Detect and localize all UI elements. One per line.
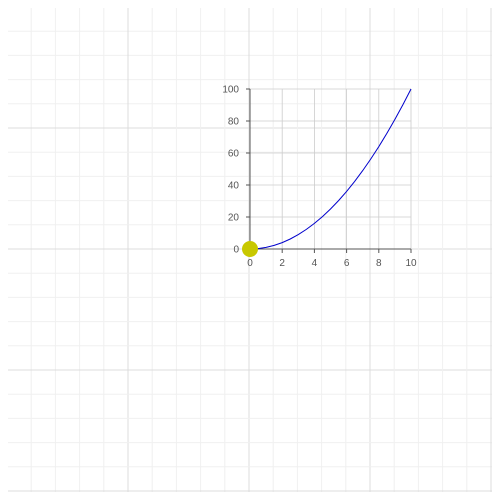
x-tick-label: 6 bbox=[344, 258, 350, 269]
x-tick-label: 8 bbox=[376, 258, 382, 269]
y-tick-label: 40 bbox=[228, 181, 240, 192]
draggable-point[interactable] bbox=[242, 241, 258, 257]
x-tick-label: 2 bbox=[279, 258, 285, 269]
y-tick-label: 80 bbox=[228, 117, 240, 128]
marker-group bbox=[242, 241, 258, 257]
x-axis-ticks: 0 2 4 6 8 10 bbox=[247, 249, 417, 269]
y-tick-label: 0 bbox=[233, 245, 239, 256]
y-tick-label: 60 bbox=[228, 149, 240, 160]
plot-area: 0 2 4 6 8 10 0 20 40 60 80 100 bbox=[222, 85, 417, 270]
x-tick-label: 0 bbox=[247, 258, 253, 269]
series-group bbox=[249, 88, 412, 250]
y-tick-label: 20 bbox=[228, 213, 240, 224]
y-axis-ticks: 0 20 40 60 80 100 bbox=[222, 85, 250, 256]
series-line bbox=[249, 88, 412, 250]
x-tick-label: 4 bbox=[312, 258, 318, 269]
axes bbox=[249, 89, 411, 250]
x-tick-label: 10 bbox=[405, 258, 417, 269]
y-tick-label: 100 bbox=[222, 85, 239, 96]
